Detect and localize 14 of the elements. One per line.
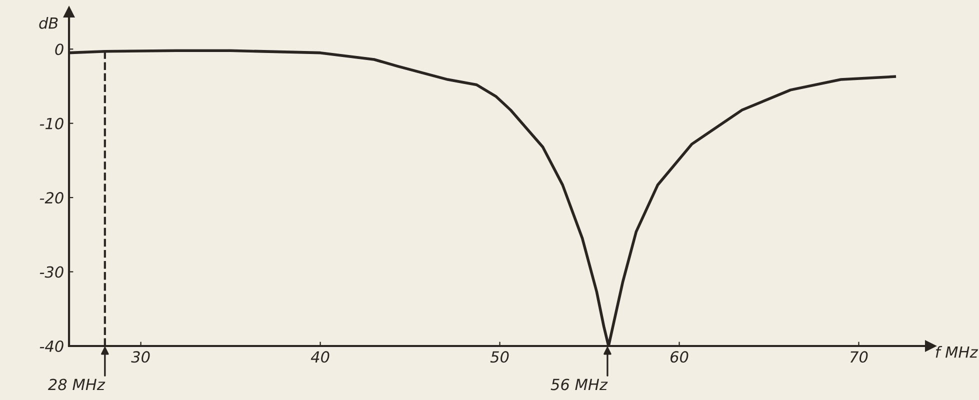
y-tick-label: 0 — [55, 44, 64, 56]
x-tick-label: 50 — [490, 351, 509, 363]
x-tick-label: 40 — [310, 351, 330, 363]
annotation: 28 MHz — [48, 378, 106, 390]
x-tick-label: 30 — [131, 351, 150, 363]
y-tick-label: -40 — [40, 340, 64, 352]
y-tick-label: -30 — [40, 266, 64, 278]
y-axis-title: dB — [39, 17, 58, 29]
x-axis-title: f MHz — [936, 346, 978, 358]
annotation: 56 MHz — [550, 378, 608, 390]
y-tick-label: -20 — [40, 192, 64, 204]
x-tick-label: 60 — [670, 351, 688, 363]
x-tick-label: 70 — [850, 351, 868, 363]
y-tick-label: -10 — [40, 118, 64, 130]
